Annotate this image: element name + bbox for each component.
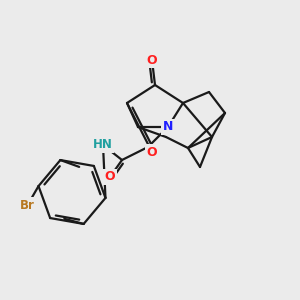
Text: O: O [147,53,157,67]
Text: O: O [147,146,157,158]
Text: N: N [163,121,173,134]
Text: Br: Br [20,199,35,212]
Text: HN: HN [93,139,113,152]
Text: O: O [105,170,115,184]
